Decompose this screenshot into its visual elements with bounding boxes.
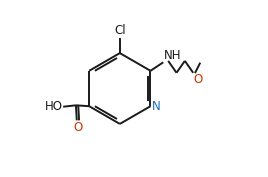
Text: O: O [193, 73, 203, 87]
Text: NH: NH [164, 49, 181, 62]
Text: O: O [73, 121, 83, 134]
Text: N: N [152, 100, 161, 113]
Text: Cl: Cl [114, 24, 126, 37]
Text: HO: HO [44, 100, 62, 113]
